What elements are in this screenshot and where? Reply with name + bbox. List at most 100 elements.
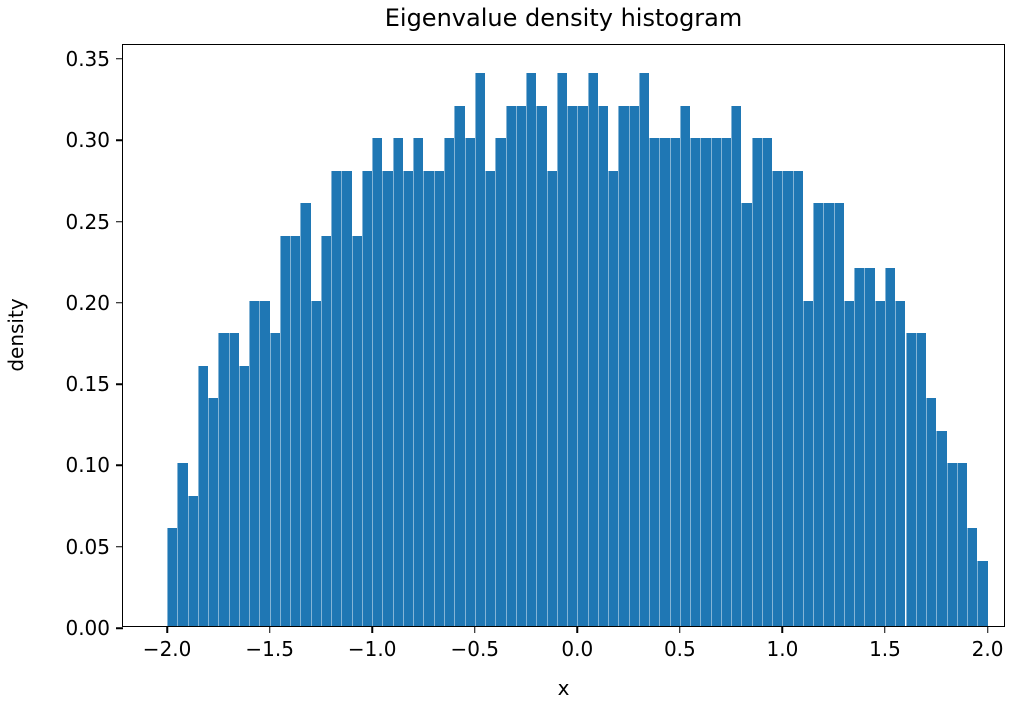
x-tick-mark	[884, 626, 886, 633]
histogram-bar	[269, 333, 280, 626]
x-tick-label: −1.5	[245, 637, 294, 661]
histogram-bar	[526, 73, 537, 626]
x-tick-label: 0.0	[561, 637, 594, 661]
y-axis-label: density	[4, 298, 28, 372]
plot-area: −2.0 −1.5 −1.0 −0.5 0.0 0.5 1.0 1.5 2.0 0.00 0.05 0…	[65, 44, 1005, 661]
histogram-bar	[464, 138, 475, 626]
histogram-bar	[177, 463, 188, 626]
histogram-bar	[782, 170, 793, 626]
histogram-bar	[485, 170, 496, 626]
y-tick-mark	[116, 627, 123, 629]
histogram-bar	[741, 203, 752, 626]
histogram-bar	[290, 235, 301, 626]
histogram-bar	[772, 170, 783, 626]
histogram-bar	[351, 235, 362, 626]
y-tick-mark	[116, 383, 123, 385]
y-tick-mark	[116, 58, 123, 60]
histogram-bar	[700, 138, 711, 626]
histogram-bar	[864, 268, 875, 626]
histogram-bar	[423, 170, 434, 626]
histogram-bar	[659, 138, 670, 626]
histogram-bar	[474, 73, 485, 626]
x-tick-label: 0.5	[663, 637, 696, 661]
y-tick-mark	[116, 220, 123, 223]
histogram-bar	[567, 105, 578, 626]
y-tick-mark	[116, 302, 123, 304]
histogram-bar	[495, 138, 506, 626]
histogram-bar	[833, 203, 844, 626]
histogram-bar	[413, 138, 424, 626]
y-tick-label: 0.25	[65, 209, 110, 234]
histogram-bar	[669, 138, 680, 626]
histogram-bar	[843, 300, 855, 626]
y-tick-label: 0.10	[65, 453, 110, 478]
histogram-bar	[505, 105, 516, 626]
x-tick-mark	[781, 626, 784, 633]
histogram-bar	[587, 73, 598, 626]
histogram-bar	[608, 170, 619, 626]
histogram-bar	[444, 138, 455, 626]
y-tick-label: 0.00	[65, 616, 110, 640]
histogram-bar	[392, 138, 403, 626]
x-tick-mark	[166, 626, 168, 633]
histogram-bar	[187, 495, 198, 626]
x-tick-mark	[986, 626, 989, 633]
y-tick-mark	[116, 139, 123, 142]
x-tick-mark	[474, 626, 476, 633]
histogram-bar	[372, 138, 383, 626]
x-tick-label: −2.0	[142, 637, 192, 661]
histogram-bar	[361, 170, 373, 626]
histogram-bar	[167, 528, 178, 626]
histogram-bar	[197, 365, 209, 626]
y-tick-label: 0.30	[65, 128, 110, 153]
histogram-bar	[895, 300, 906, 626]
x-axis-label: x	[557, 676, 570, 700]
histogram-bar	[331, 170, 342, 626]
histogram-bar	[802, 300, 814, 626]
histogram-bar	[536, 105, 547, 626]
histogram-bar	[884, 268, 896, 626]
histogram-bar	[320, 235, 332, 626]
histogram-bar	[977, 560, 988, 626]
histogram-bar	[259, 300, 270, 626]
x-tick-label: −0.5	[450, 637, 500, 661]
histogram-bar	[813, 203, 824, 626]
histogram-bar	[638, 73, 650, 626]
histogram-bar	[279, 235, 291, 626]
histogram-bar	[238, 365, 250, 626]
histogram-bar	[720, 138, 732, 626]
histogram-bar	[310, 300, 321, 626]
histogram-bar	[628, 105, 639, 626]
histogram-bar	[382, 170, 393, 626]
histogram-bar	[433, 170, 444, 626]
histogram-bar	[454, 105, 465, 626]
x-tick-mark	[679, 626, 681, 633]
y-tick-label: 0.35	[65, 46, 110, 71]
histogram-bar	[874, 300, 885, 626]
histogram-bar	[710, 138, 721, 626]
histogram-bar	[618, 105, 629, 626]
y-tick-mark	[116, 545, 123, 548]
chart-title: Eigenvalue density histogram	[384, 4, 743, 32]
histogram-bar	[515, 105, 527, 626]
histogram-bar	[249, 300, 260, 626]
histogram-bar	[915, 333, 926, 626]
x-tick-label: −1.0	[347, 637, 397, 661]
histogram-bar	[854, 268, 865, 626]
histogram-bar	[208, 398, 219, 626]
histogram-bar	[341, 170, 352, 626]
histogram-bar	[228, 333, 239, 626]
x-tick-mark	[371, 626, 373, 633]
histogram-bar	[823, 203, 834, 626]
histogram-bars-layer	[123, 45, 1004, 626]
y-tick-label: 0.05	[65, 534, 110, 559]
histogram-bar	[936, 430, 947, 626]
histogram-bar	[792, 170, 803, 626]
y-tick-label: 0.20	[65, 290, 110, 315]
y-tick-label: 0.15	[65, 372, 110, 397]
x-tick-mark	[268, 626, 271, 633]
histogram-bar	[402, 170, 414, 626]
histogram-bar	[731, 105, 742, 626]
histogram-bar	[546, 170, 557, 626]
